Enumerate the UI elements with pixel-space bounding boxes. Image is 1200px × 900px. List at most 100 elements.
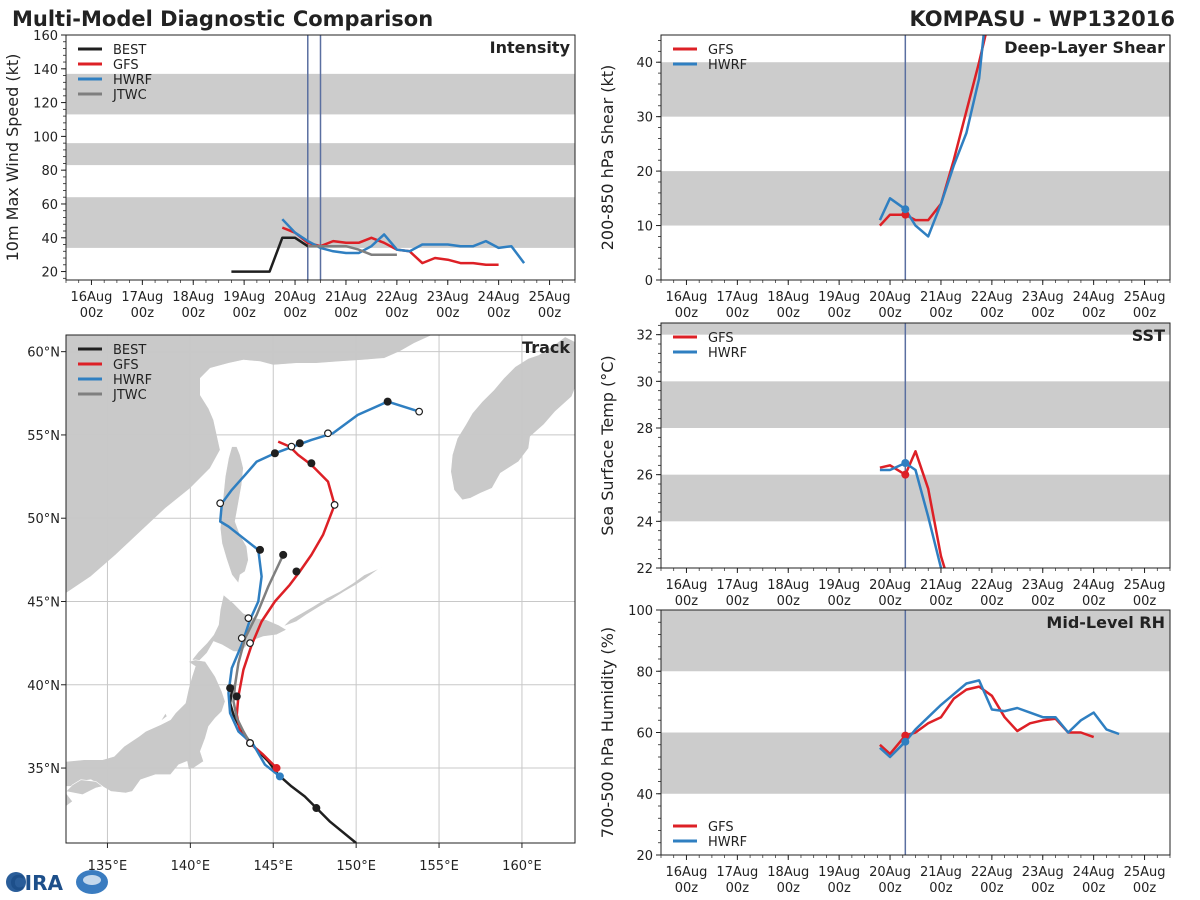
intensity-xtick-hour-label: 00z [487,306,511,321]
sst-xtick-day-label: 20Aug [869,578,911,593]
cira-logo: CIRA [6,870,108,895]
sst-panel-title: SST [1132,326,1165,345]
rh-series-hwrf-line [879,679,1120,759]
intensity-legend-gfs-label: GFS [113,58,139,73]
intensity-xtick-hour-label: 00z [538,306,562,321]
rh-xtick-hour-label: 00z [929,881,953,896]
track-lon-label: 160°E [502,859,542,874]
rh-xtick-day-label: 20Aug [869,865,911,880]
shear-xtick-day-label: 21Aug [920,290,962,305]
intensity-xtick-day-label: 24Aug [478,290,520,305]
track-lon-label: 135°E [88,859,128,874]
intensity-ytick-label: 20 [41,266,58,281]
track-lat-label: 45°N [27,595,60,610]
track-lat-label: 60°N [27,346,60,361]
sst-band-0 [661,474,1170,522]
land-shikoku [66,779,104,796]
storm-id-title: KOMPASU - WP132016 [909,7,1175,31]
sst-xtick-hour-label: 00z [675,594,699,609]
rh-xtick-hour-label: 00z [1082,881,1106,896]
shear-series-gfs-line [878,35,987,227]
shear-ytick-label: 10 [636,220,653,235]
sst-xtick-day-label: 18Aug [767,578,809,593]
rh-panel: 2040608010016Aug00z17Aug00z18Aug00z19Aug… [598,604,1171,896]
intensity-xtick-hour-label: 00z [334,306,358,321]
track-best-position-marker [295,439,304,448]
land-siberia [66,335,476,594]
shear-ytick-label: 0 [645,274,653,289]
shear-panel: 01020304016Aug00z17Aug00z18Aug00z19Aug00… [598,34,1171,321]
sst-xtick-hour-label: 00z [1082,594,1106,609]
track-hwrf-position-marker [275,772,284,781]
rh-plot-content [661,610,1170,855]
cira-logo-globe-icon [6,872,26,892]
intensity-xtick-day-label: 17Aug [121,290,163,305]
sst-xtick-hour-label: 00z [777,594,801,609]
sst-xtick-hour-label: 00z [980,594,1004,609]
track-jtwc-position-marker [324,429,332,438]
intensity-ytick-label: 60 [41,198,58,213]
sst-xtick-day-label: 25Aug [1124,578,1166,593]
shear-xtick-hour-label: 00z [726,306,750,321]
track-lon-label: 145°E [253,859,293,874]
intensity-panel: 2040608010012014016016Aug00z17Aug00z18Au… [3,29,576,321]
track-best-position-marker [383,397,392,406]
shear-legend-gfs-label: GFS [708,43,734,58]
sst-xtick-day-label: 24Aug [1073,578,1115,593]
sst-ytick-label: 26 [636,469,653,484]
intensity-xtick-hour-label: 00z [131,306,155,321]
sst-xtick-hour-label: 00z [929,594,953,609]
sst-series-gfs-line [879,450,946,568]
rh-panel-title: Mid-Level RH [1046,613,1165,632]
track-best-position-marker [232,692,241,701]
rh-ytick-label: 60 [636,727,653,742]
intensity-ytick-label: 140 [33,63,58,78]
sst-xtick-day-label: 22Aug [971,578,1013,593]
shear-y-axis-label: 200-850 hPa Shear (kt) [598,65,617,251]
track-best-position-marker [292,567,301,576]
rh-xtick-day-label: 24Aug [1073,865,1115,880]
intensity-xtick-day-label: 21Aug [325,290,367,305]
rh-hwrf-current-marker [901,737,910,746]
track-jtwc-position-marker [237,634,246,643]
shear-xtick-hour-label: 00z [1133,306,1157,321]
rh-ytick-label: 40 [636,788,653,803]
sst-xtick-day-label: 19Aug [818,578,860,593]
rh-xtick-day-label: 17Aug [716,865,758,880]
sst-xtick-day-label: 23Aug [1022,578,1064,593]
intensity-xtick-hour-label: 00z [232,306,256,321]
intensity-series-best-line [231,236,321,273]
rh-xtick-hour-label: 00z [1031,881,1055,896]
track-best-position-marker [279,550,288,559]
intensity-ytick-label: 80 [41,164,58,179]
intensity-xtick-day-label: 23Aug [427,290,469,305]
rh-xtick-day-label: 22Aug [971,865,1013,880]
rh-ytick-label: 100 [628,604,653,619]
track-best-position-marker [312,804,321,813]
rh-legend-hwrf-label: HWRF [708,835,747,850]
shear-xtick-day-label: 24Aug [1073,290,1115,305]
sst-y-axis-label: Sea Surface Temp (°C) [598,355,617,535]
intensity-xtick-hour-label: 00z [436,306,460,321]
intensity-series-jtwc-line [307,244,397,256]
track-jtwc-position-marker [244,614,253,623]
sst-ytick-label: 32 [636,329,653,344]
track-lat-label: 40°N [27,679,60,694]
sst-ytick-label: 28 [636,422,653,437]
sst-xtick-day-label: 16Aug [665,578,707,593]
track-panel-title: Track [522,338,570,357]
sst-xtick-hour-label: 00z [726,594,750,609]
sst-gfs-current-marker [901,470,910,479]
cira-logo-swirl-highlight-icon [83,875,101,885]
shear-xtick-hour-label: 00z [777,306,801,321]
sst-plot-content [661,323,1170,568]
track-lat-label: 55°N [27,429,60,444]
rh-band-1 [661,610,1170,672]
rh-xtick-day-label: 16Aug [665,865,707,880]
shear-xtick-day-label: 17Aug [716,290,758,305]
rh-xtick-hour-label: 00z [827,881,851,896]
track-frame [65,334,576,844]
rh-xtick-day-label: 19Aug [818,865,860,880]
sst-series-hwrf-line [879,461,943,568]
rh-gfs-current-marker [901,731,910,740]
